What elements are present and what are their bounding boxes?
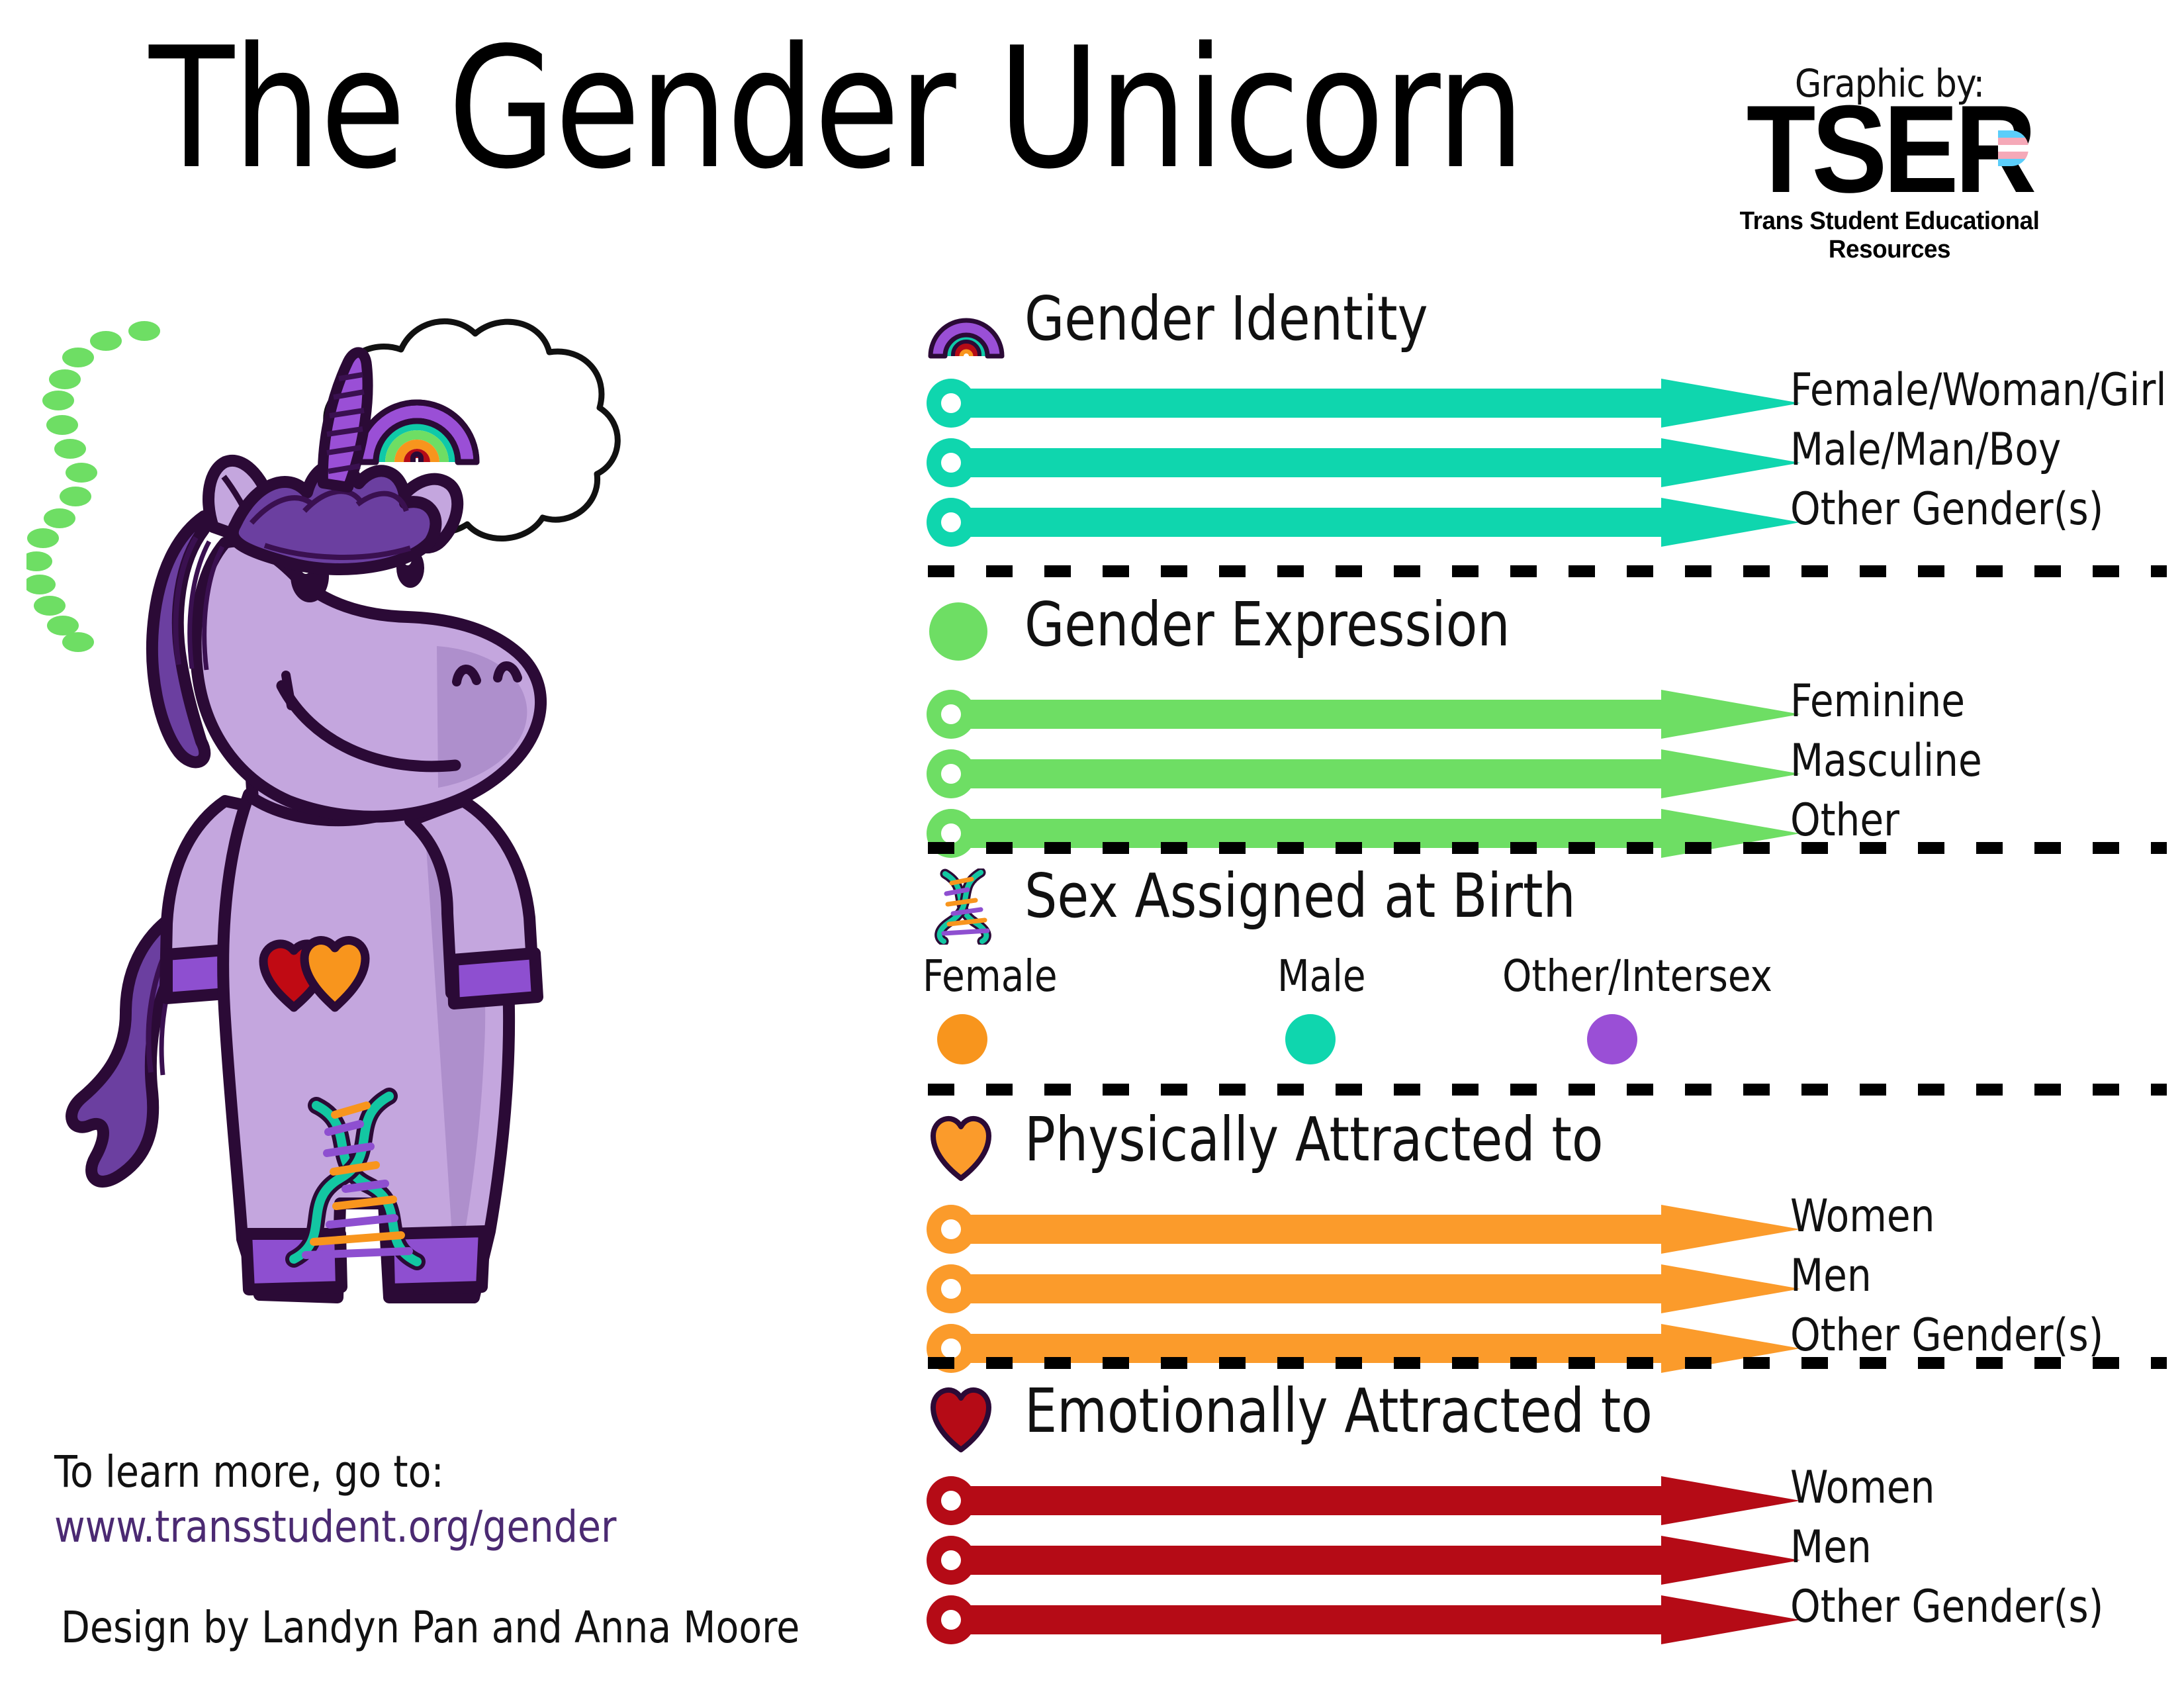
section-divider [924, 1082, 2171, 1097]
design-credit: Design by Landyn Pan and Anna Moore [61, 1602, 800, 1653]
spectrum-label: Other Gender(s) [1790, 483, 2104, 536]
green-circle-icon [927, 597, 1006, 667]
spectrum-label: Other [1790, 794, 1900, 847]
spectrum-row[interactable]: Other [927, 797, 2171, 858]
spectrum-row[interactable]: Women [927, 1464, 2171, 1525]
section-title: Emotionally Attracted to [1024, 1376, 1653, 1446]
rainbow-in-bubble-icon [354, 399, 480, 465]
spectrum-label: Other Gender(s) [1790, 1309, 2104, 1362]
orange-heart-icon [927, 1112, 1006, 1182]
section-title: Gender Expression [1024, 589, 1510, 660]
green-dot-arc [26, 321, 160, 652]
tser-acronym-wrap: TSER [1704, 87, 2075, 211]
unicorn-illustration [26, 278, 860, 1350]
sab-label: Male [1277, 951, 1366, 1002]
section-title: Physically Attracted to [1024, 1104, 1604, 1175]
page-title: The Gender Unicorn [149, 12, 1525, 206]
spectrum-row[interactable]: Feminine [927, 678, 2171, 739]
sab-dot-male [1285, 1014, 1336, 1064]
learn-more-label: To learn more, go to: [54, 1446, 444, 1497]
spectrum-row[interactable]: Other Gender(s) [927, 486, 2171, 547]
spectrum-label: Feminine [1790, 675, 1966, 727]
dna-icon [927, 867, 1006, 947]
spectrum-row[interactable]: Men [927, 1524, 2171, 1585]
sab-dot-other [1587, 1014, 1637, 1064]
section-divider [924, 1356, 2171, 1370]
tser-full-name: Trans Student Educational Resources [1739, 207, 2040, 263]
sab-label: Other/Intersex [1502, 951, 1772, 1002]
red-heart-icon [927, 1383, 1006, 1453]
graphic-by-label: Graphic by: [1794, 61, 1985, 106]
spectrum-label: Men [1790, 1521, 1872, 1573]
unicorn-horn [317, 347, 373, 492]
website-link[interactable]: www.transstudent.org/gender [54, 1501, 617, 1552]
spectrum-row[interactable]: Female/Woman/Girl [927, 367, 2171, 428]
section-title: Sex Assigned at Birth [1024, 861, 1576, 931]
spectrum-row[interactable]: Masculine [927, 737, 2171, 798]
spectrum-label: Women [1790, 1462, 1935, 1514]
spectrum-row[interactable]: Other Gender(s) [927, 1583, 2171, 1644]
spectrum-row[interactable]: Men [927, 1252, 2171, 1313]
sab-dot-female [937, 1014, 987, 1064]
rainbow-icon [927, 291, 1006, 361]
unicorn-body [66, 347, 547, 1303]
sab-label: Female [923, 951, 1058, 1002]
spectrum-row[interactable]: Women [927, 1193, 2171, 1254]
body-dna-icon [285, 1088, 426, 1270]
spectrum-panel: Gender Identity Female/Woman/Girl [923, 286, 2171, 1668]
section-divider [924, 564, 2171, 579]
trans-flag-icon [1998, 130, 2028, 166]
spectrum-label: Female/Woman/Girl [1790, 364, 2167, 416]
tser-logo: Graphic by: TSER Trans Student Education… [1704, 61, 2075, 263]
section-divider [924, 841, 2171, 855]
spectrum-row[interactable]: Male/Man/Boy [927, 426, 2171, 487]
tser-acronym: TSER [1746, 79, 2037, 219]
spectrum-label: Men [1790, 1250, 1872, 1302]
spectrum-label: Masculine [1790, 735, 1982, 787]
spectrum-label: Male/Man/Boy [1790, 424, 2062, 476]
section-title: Gender Identity [1024, 283, 1428, 354]
spectrum-label: Women [1790, 1190, 1935, 1243]
chest-hearts-icon [259, 936, 370, 1012]
spectrum-label: Other Gender(s) [1790, 1581, 2104, 1633]
